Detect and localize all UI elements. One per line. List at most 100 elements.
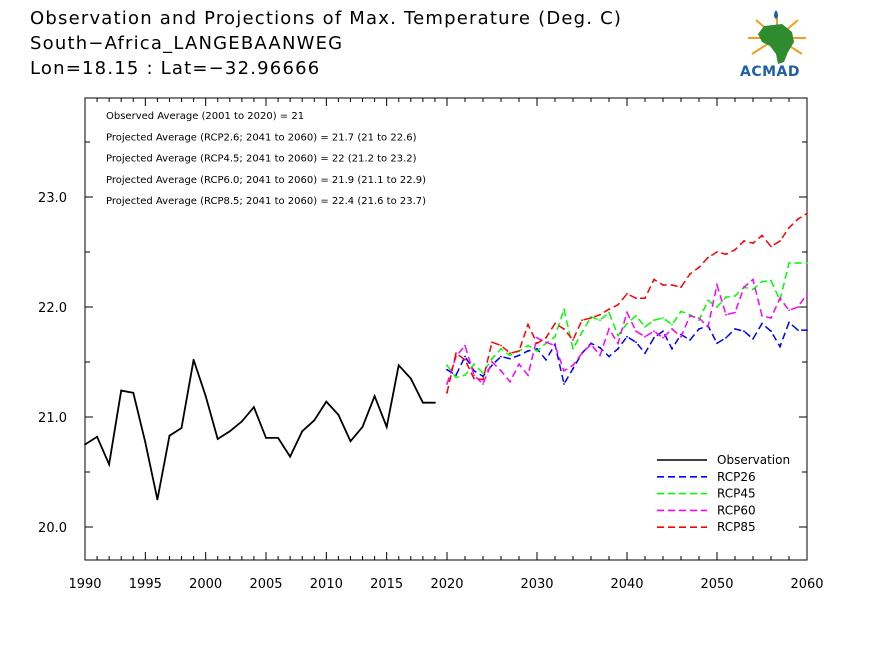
data-point-rcp45 xyxy=(644,325,646,328)
africa-map-logo-icon xyxy=(748,10,806,64)
data-point-rcp26 xyxy=(527,350,529,352)
data-point-rcp26 xyxy=(761,322,763,325)
data-point-rcp60 xyxy=(626,311,628,314)
data-point-rcp26 xyxy=(779,345,781,348)
x-tick-label: 2010 xyxy=(310,577,343,592)
data-point-rcp85 xyxy=(716,251,718,253)
data-point-observation xyxy=(301,430,304,433)
data-point-observation xyxy=(421,401,424,404)
data-point-rcp60 xyxy=(653,330,655,333)
data-point-observation xyxy=(265,437,267,439)
data-point-rcp26 xyxy=(545,358,547,361)
data-point-rcp26 xyxy=(743,330,745,333)
data-point-rcp45 xyxy=(788,262,790,264)
data-point-rcp85 xyxy=(527,323,529,326)
data-point-rcp26 xyxy=(563,383,565,385)
data-point-rcp85 xyxy=(761,234,763,237)
data-point-rcp45 xyxy=(572,347,574,350)
stat-annotation: Projected Average (RCP8.5; 2041 to 2060)… xyxy=(106,196,426,207)
data-point-rcp26 xyxy=(491,364,493,367)
x-tick-label: 1990 xyxy=(68,577,101,592)
data-point-observation xyxy=(313,419,316,422)
data-point-rcp60 xyxy=(761,314,763,317)
data-point-rcp85 xyxy=(572,339,574,341)
data-point-observation xyxy=(289,455,292,458)
data-point-rcp60 xyxy=(752,278,754,281)
data-point-rcp45 xyxy=(671,323,673,326)
data-point-rcp85 xyxy=(617,303,619,306)
data-point-rcp85 xyxy=(608,308,610,311)
data-point-rcp85 xyxy=(491,341,493,344)
station-name: South−Africa_LANGEBAANWEG xyxy=(30,33,344,54)
data-point-rcp60 xyxy=(617,342,619,345)
data-point-rcp26 xyxy=(788,321,790,324)
data-point-rcp45 xyxy=(500,347,502,350)
data-point-rcp85 xyxy=(689,273,691,275)
data-point-rcp45 xyxy=(680,310,682,313)
data-point-rcp26 xyxy=(599,346,601,349)
data-point-observation xyxy=(253,406,255,408)
data-point-rcp45 xyxy=(608,311,610,314)
data-point-observation xyxy=(84,443,86,446)
data-point-rcp85 xyxy=(662,284,664,286)
data-point-observation xyxy=(409,377,412,380)
data-point-observation xyxy=(337,413,340,416)
data-point-rcp85 xyxy=(806,212,808,215)
data-point-rcp60 xyxy=(788,309,790,312)
data-point-rcp60 xyxy=(779,297,781,300)
data-point-rcp85 xyxy=(707,256,709,259)
data-point-rcp45 xyxy=(581,331,583,334)
data-point-rcp60 xyxy=(725,313,727,316)
data-point-rcp26 xyxy=(446,368,448,371)
data-point-rcp60 xyxy=(698,317,700,319)
data-point-rcp85 xyxy=(635,297,637,300)
data-point-rcp45 xyxy=(491,357,493,360)
data-point-rcp85 xyxy=(563,328,565,330)
stat-annotation: Projected Average (RCP6.0; 2041 to 2060)… xyxy=(106,175,426,186)
data-point-rcp60 xyxy=(491,361,493,363)
data-point-rcp60 xyxy=(545,341,547,344)
data-point-rcp85 xyxy=(482,378,484,381)
data-point-rcp85 xyxy=(743,240,745,242)
data-point-observation xyxy=(325,400,328,403)
data-point-rcp45 xyxy=(626,322,628,325)
y-tick-label: 20.0 xyxy=(38,521,67,536)
data-point-rcp45 xyxy=(761,280,763,283)
data-point-rcp60 xyxy=(599,354,601,357)
series-line-observation xyxy=(84,359,435,500)
data-point-rcp85 xyxy=(653,278,655,281)
data-point-observation xyxy=(240,420,243,423)
data-point-observation xyxy=(108,463,111,466)
data-point-observation xyxy=(216,438,219,440)
x-tick-label: 1995 xyxy=(129,577,162,592)
x-tick-label: 2040 xyxy=(610,577,643,592)
x-tick-label: 2000 xyxy=(189,577,222,592)
data-point-rcp26 xyxy=(518,354,520,357)
data-point-rcp85 xyxy=(590,317,592,319)
data-point-rcp26 xyxy=(662,330,664,333)
data-point-rcp26 xyxy=(500,355,502,358)
data-point-observation xyxy=(373,395,376,397)
data-point-rcp85 xyxy=(599,313,601,316)
data-point-rcp26 xyxy=(806,329,808,331)
data-point-rcp45 xyxy=(662,317,664,319)
data-point-observation xyxy=(361,426,364,428)
data-point-observation xyxy=(168,434,171,437)
y-tick-label: 21.0 xyxy=(38,411,67,426)
data-point-rcp60 xyxy=(464,344,466,347)
data-point-rcp85 xyxy=(797,218,799,220)
data-point-rcp26 xyxy=(617,347,619,350)
x-tick-label: 2050 xyxy=(700,577,733,592)
legend-label-rcp26: RCP26 xyxy=(717,470,756,484)
data-point-rcp26 xyxy=(626,335,628,338)
data-point-rcp45 xyxy=(527,344,529,347)
data-point-rcp60 xyxy=(680,335,682,338)
data-point-rcp45 xyxy=(653,319,655,322)
data-point-rcp45 xyxy=(752,288,754,291)
data-point-rcp45 xyxy=(536,350,538,352)
data-point-rcp26 xyxy=(482,375,484,378)
data-point-rcp85 xyxy=(626,292,628,295)
data-point-rcp60 xyxy=(536,336,538,339)
data-point-rcp26 xyxy=(464,355,466,358)
data-point-rcp60 xyxy=(446,383,448,385)
